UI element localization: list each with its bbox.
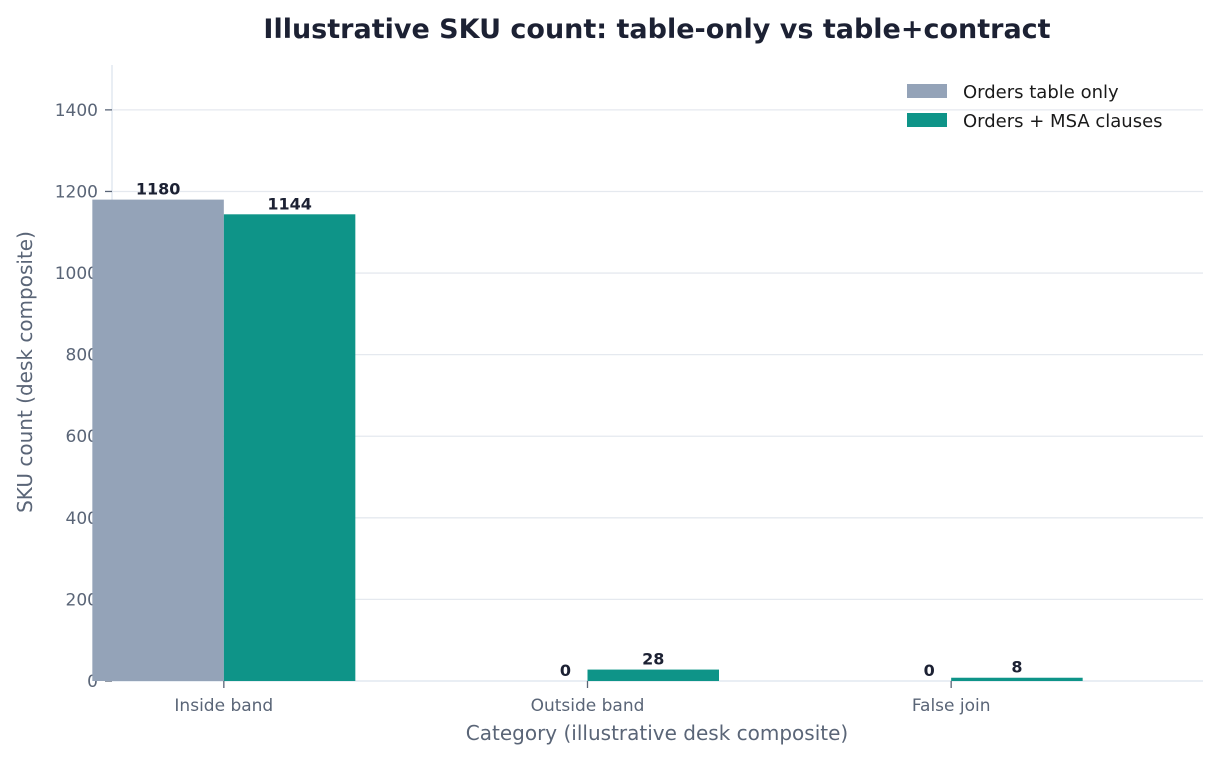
data-label: 1144 [267,194,312,213]
data-label: 28 [642,650,664,669]
y-tick-label: 1400 [55,101,98,121]
data-label: 1180 [136,180,181,199]
y-axis-label: SKU count (desk composite) [13,231,37,513]
x-tick-label: Inside band [174,696,273,716]
x-axis-label: Category (illustrative desk composite) [466,721,848,745]
legend-swatch [907,113,947,127]
y-tick-label: 400 [66,509,98,529]
legend: Orders table only Orders + MSA clauses [907,82,1163,132]
data-label: 0 [560,661,571,680]
x-tick-label: Outside band [531,696,645,716]
y-tick-label: 800 [66,346,98,366]
x-axis-ticks: Inside band Outside band False join [174,681,991,716]
y-tick-label: 0 [87,672,98,692]
bar [587,669,719,681]
legend-label: Orders table only [963,82,1119,103]
data-label: 8 [1011,658,1022,677]
data-labels: 1180 1144 0 28 0 8 [136,180,1023,680]
y-tick-label: 1000 [55,264,98,284]
bar [951,677,1083,681]
bar [92,199,224,682]
y-axis-ticks: 0 200 400 600 800 1000 1200 1400 [55,101,112,692]
bar [223,214,356,682]
x-tick-label: False join [912,696,991,716]
data-label: 0 [924,661,935,680]
y-tick-label: 1200 [55,182,98,202]
legend-label: Orders + MSA clauses [963,111,1163,132]
y-tick-label: 600 [66,427,98,447]
y-tick-label: 200 [66,590,98,610]
chart-title: Illustrative SKU count: table-only vs ta… [263,14,1050,45]
bars [92,199,1083,682]
legend-swatch [907,84,947,98]
